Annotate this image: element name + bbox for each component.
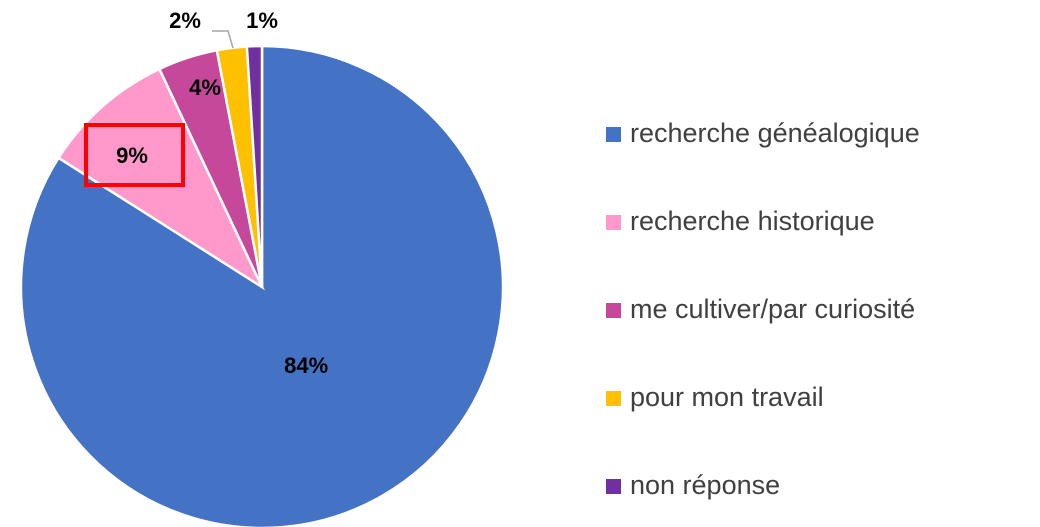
legend-swatch — [606, 127, 621, 142]
legend-label: me cultiver/par curiosité — [630, 294, 915, 324]
legend-swatch — [606, 479, 621, 494]
legend-swatch — [606, 303, 621, 318]
legend-label: recherche généalogique — [630, 118, 920, 148]
data-label: 4% — [189, 75, 221, 100]
legend-label: recherche historique — [630, 206, 875, 236]
legend-swatch — [606, 215, 621, 230]
pie — [19, 44, 505, 527]
data-label: 84% — [284, 353, 328, 378]
leader-line — [212, 30, 234, 49]
data-label: 9% — [116, 143, 148, 168]
highlight-box — [84, 123, 185, 187]
legend-label: pour mon travail — [630, 382, 824, 412]
pie-slice — [19, 44, 505, 527]
legend-label: non réponse — [630, 470, 780, 500]
data-label: 1% — [246, 8, 278, 33]
legend-swatch — [606, 391, 621, 406]
data-label: 2% — [169, 8, 201, 33]
pie-slice — [245, 44, 264, 288]
